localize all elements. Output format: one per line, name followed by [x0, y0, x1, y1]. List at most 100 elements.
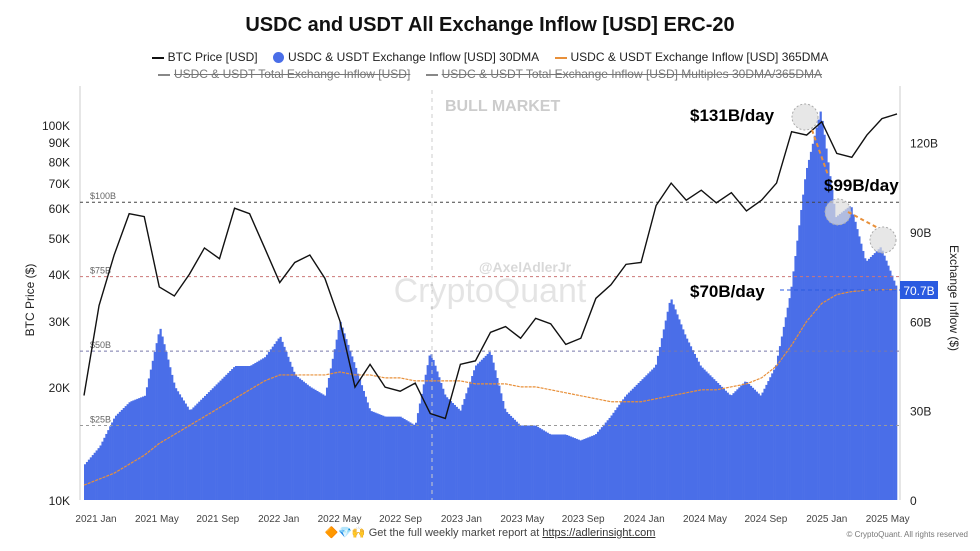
inflow-bar [821, 120, 824, 501]
inflow-bar [742, 383, 745, 500]
inflow-bar [864, 258, 867, 500]
inflow-bar [769, 377, 772, 500]
inflow-bar [234, 366, 238, 500]
inflow-bar [85, 461, 89, 500]
inflow-bar [552, 434, 555, 500]
inflow-bar [504, 408, 507, 500]
inflow-bar [749, 385, 753, 500]
inflow-bar [746, 382, 749, 500]
inflow-bar [666, 311, 669, 500]
inflow-bar [860, 243, 863, 500]
inflow-bar [486, 353, 489, 500]
inflow-bar [622, 399, 625, 500]
inflow-bar [397, 416, 400, 500]
inflow-bar [360, 385, 364, 500]
inflow-bar [157, 334, 160, 500]
legend-30dma[interactable]: USDC & USDT Exchange Inflow [USD] 30DMA [272, 50, 539, 64]
inflow-bar [416, 413, 420, 500]
inflow-bar [573, 438, 576, 500]
inflow-bar [836, 215, 840, 500]
inflow-bar [606, 420, 609, 500]
inflow-bar [250, 365, 253, 500]
annotation-131b: $131B/day [690, 106, 775, 125]
legend-btc[interactable]: BTC Price [USD] [151, 50, 258, 64]
inflow-bar [596, 431, 600, 500]
inflow-bar [209, 390, 213, 500]
inflow-bar [184, 403, 187, 500]
inflow-bar [682, 329, 685, 500]
inflow-bar [631, 388, 635, 500]
inflow-bar [744, 381, 747, 500]
inflow-bar [382, 415, 385, 500]
inflow-bar [341, 327, 344, 500]
inflow-bar [258, 360, 261, 500]
y-left-tick: 40K [49, 268, 70, 282]
inflow-bar [306, 384, 309, 500]
inflow-bar [449, 401, 453, 500]
inflow-bar [680, 324, 683, 500]
inflow-bar [318, 392, 321, 500]
inflow-bar [211, 388, 214, 500]
inflow-bar [699, 365, 702, 500]
footer-emoji: 🔶💎🙌 [324, 527, 366, 539]
inflow-bar [240, 366, 244, 500]
inflow-bar [879, 247, 882, 500]
inflow-bar [116, 413, 120, 500]
inflow-bar [358, 379, 362, 500]
inflow-bar [726, 392, 729, 500]
inflow-bar [325, 387, 329, 500]
inflow-bar [784, 317, 787, 500]
inflow-bar [627, 392, 631, 500]
footer-link[interactable]: https://adlerinsight.com [542, 527, 656, 539]
inflow-bar [362, 390, 365, 500]
inflow-bar [320, 393, 323, 500]
inflow-bar [809, 151, 813, 500]
y-right-tick: 0 [910, 494, 917, 508]
current-value-badge [900, 281, 938, 299]
inflow-bar [395, 416, 398, 500]
inflow-bar [364, 396, 367, 500]
inflow-bar [637, 382, 640, 500]
inflow-bar [254, 362, 257, 500]
inflow-bar [629, 390, 633, 500]
inflow-bar [517, 423, 520, 500]
inflow-bar [380, 414, 383, 500]
inflow-bar [401, 417, 404, 500]
legend-365dma[interactable]: USDC & USDT Exchange Inflow [USD] 365DMA [554, 50, 828, 64]
inflow-bar [840, 212, 844, 500]
x-tick: 2023 Sep [562, 514, 605, 525]
inflow-bar [233, 367, 236, 500]
reference-label: $75B [90, 266, 111, 276]
inflow-bar [610, 415, 613, 500]
legend-multiples[interactable]: USDC & USDT Total Exchange Inflow [USD] … [425, 67, 822, 81]
inflow-bar [478, 361, 482, 500]
inflow-bar [672, 304, 675, 500]
inflow-bar [829, 176, 832, 501]
inflow-bar [705, 371, 708, 500]
legend-row-2: USDC & USDT Total Exchange Inflow [USD] … [0, 67, 980, 81]
inflow-bar [351, 356, 354, 500]
inflow-bar [651, 369, 654, 500]
inflow-bar [134, 399, 137, 500]
legend-total-inflow[interactable]: USDC & USDT Total Exchange Inflow [USD] [157, 67, 410, 81]
inflow-bar [151, 360, 154, 500]
inflow-bar [403, 418, 406, 500]
inflow-bar [339, 321, 342, 500]
inflow-bar [445, 397, 449, 500]
inflow-bar [838, 213, 842, 501]
inflow-bar [871, 255, 875, 500]
inflow-bar [562, 434, 565, 500]
inflow-bar [794, 256, 797, 500]
inflow-bar [200, 399, 203, 500]
inflow-bar [453, 404, 456, 500]
trend-arrow [811, 129, 879, 229]
inflow-bar [385, 416, 389, 500]
inflow-bar [296, 377, 300, 500]
y-left-tick: 100K [42, 119, 70, 133]
inflow-bar [105, 433, 108, 500]
inflow-bar [142, 396, 145, 500]
inflow-bar [535, 425, 538, 500]
x-tick: 2024 May [683, 514, 727, 525]
inflow-bar [244, 366, 247, 500]
inflow-bar [447, 399, 451, 500]
